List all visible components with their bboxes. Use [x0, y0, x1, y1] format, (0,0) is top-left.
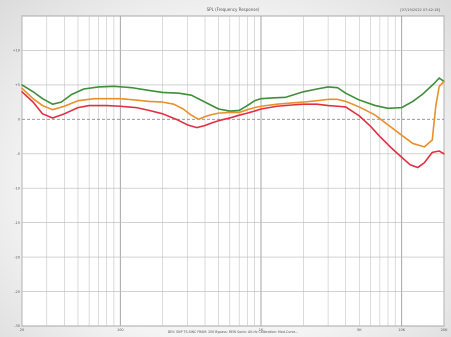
- series-line-1: [21, 77, 445, 112]
- y-tick-label: -5: [17, 152, 21, 156]
- series-layer: [21, 77, 445, 169]
- x-tick-label: 5K: [357, 328, 362, 332]
- x-tick-label: 20: [20, 328, 24, 332]
- y-tick-label: -15: [14, 221, 20, 225]
- x-tick-label: 100: [117, 328, 124, 332]
- y-tick-label: -10: [14, 186, 20, 190]
- chart-title: SPL (Frequency Response): [207, 7, 260, 12]
- major-grid: [22, 15, 444, 327]
- footer-caption: DEV: SNP TS-SINC FRAM: 20K Bypass: REW S…: [168, 330, 299, 334]
- x-tick-label: 20K: [441, 328, 448, 332]
- x-tick-label: 1K: [259, 328, 264, 332]
- x-tick-label: 10K: [398, 328, 405, 332]
- tick-labels: 20 100 1K 5K 10K 20K +10 +5 0 -5 -10 -15 -20 -25 -30: [13, 49, 448, 332]
- y-tick-label: +10: [13, 49, 20, 53]
- y-tick-label: 0: [18, 118, 20, 122]
- y-tick-label: +5: [15, 83, 20, 87]
- y-tick-label: -30: [14, 324, 20, 328]
- corner-label: [07/19/2022 07:42:18]: [400, 8, 440, 12]
- y-tick-label: -25: [14, 290, 20, 294]
- minor-grid: [21, 16, 445, 326]
- y-tick-label: -20: [14, 255, 20, 259]
- series-line-2: [21, 80, 445, 148]
- series-line-3: [21, 90, 445, 169]
- plot-area: [21, 15, 445, 327]
